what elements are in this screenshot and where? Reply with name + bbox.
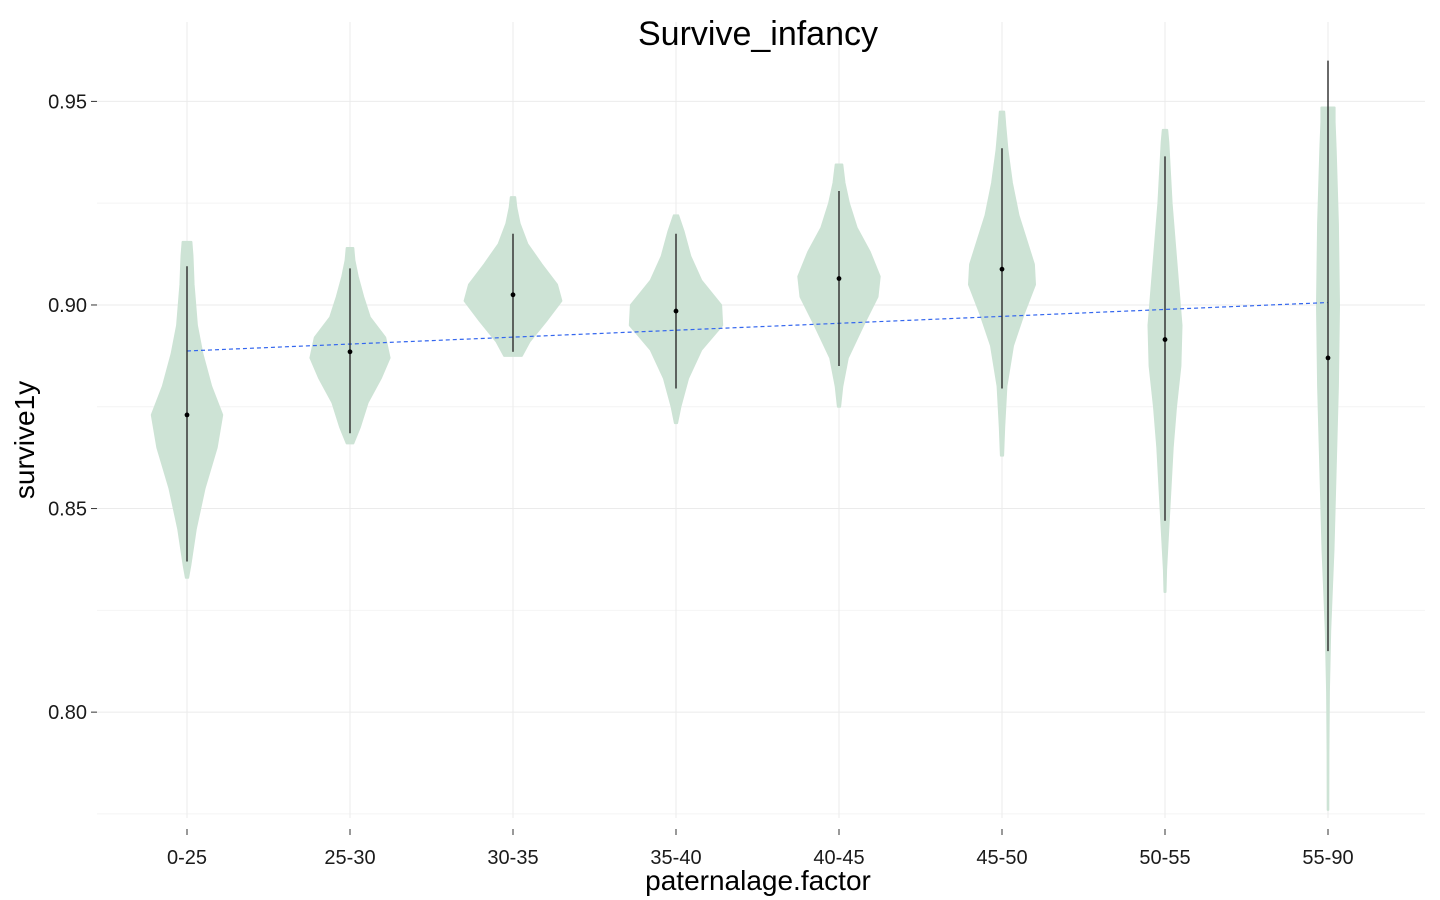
trend-line xyxy=(186,301,1329,352)
x-tick-label: 50-55 xyxy=(1139,847,1190,869)
trend-layer xyxy=(186,301,1329,352)
y-axis-title: survive1y xyxy=(9,381,40,499)
violin-layer xyxy=(150,106,1340,811)
x-tick-label: 45-50 xyxy=(976,847,1027,869)
whisker-layer xyxy=(184,60,1331,652)
x-tick-label: 30-35 xyxy=(487,847,538,869)
x-tick-label: 55-90 xyxy=(1302,847,1353,869)
x-tick-label: 40-45 xyxy=(813,847,864,869)
grid-layer xyxy=(97,22,1425,818)
y-tick-label: 0.90 xyxy=(48,295,87,317)
chart-title: Survive_infancy xyxy=(638,15,878,53)
mean-point-25-30 xyxy=(347,349,353,355)
mean-point-30-35 xyxy=(510,292,516,298)
y-tick-label: 0.95 xyxy=(48,91,87,113)
x-tick-label: 35-40 xyxy=(650,847,701,869)
mean-point-35-40 xyxy=(673,308,679,314)
mean-point-50-55 xyxy=(1162,337,1168,342)
axis-layer: 0.80 0.85 0.90 0.95 0-25 25-30 30-35 35-40 40-45… xyxy=(48,91,1354,869)
mean-point-40-45 xyxy=(836,276,842,281)
mean-point-55-90 xyxy=(1325,355,1331,361)
y-tick-label: 0.80 xyxy=(48,702,87,724)
y-tick-label: 0.85 xyxy=(48,499,87,521)
mean-point-0-25 xyxy=(184,412,190,418)
x-tick-label: 0-25 xyxy=(167,847,207,869)
x-tick-label: 25-30 xyxy=(324,847,375,869)
mean-point-45-50 xyxy=(999,266,1005,272)
x-axis-title: paternalage.factor xyxy=(645,865,871,896)
